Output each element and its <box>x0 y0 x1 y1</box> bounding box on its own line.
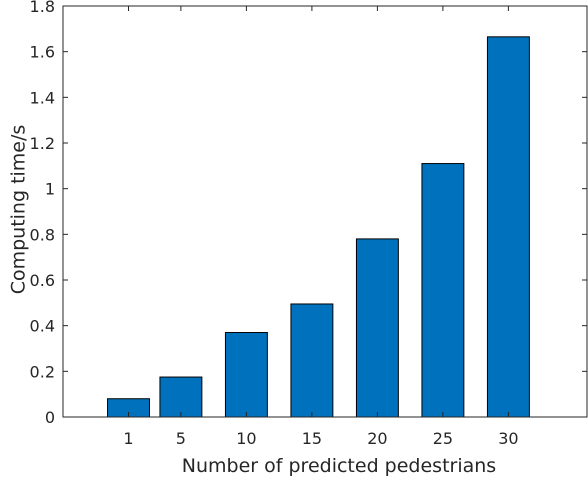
x-tick-label: 20 <box>367 429 387 448</box>
axes-group: 00.20.40.60.811.21.41.61.81 5 10 15 20 25 30 <box>30 0 588 448</box>
y-tick-label: 1.6 <box>30 43 55 62</box>
bar-5 <box>159 376 203 418</box>
bar-10 <box>224 332 268 418</box>
y-tick-label: 0.2 <box>30 362 55 381</box>
y-tick-label: 1.2 <box>30 134 55 153</box>
x-tick-label: 1 <box>123 429 133 448</box>
x-tick-label: 25 <box>433 429 453 448</box>
y-tick-label: 1.8 <box>30 0 55 16</box>
y-tick-label: 1 <box>45 180 55 199</box>
bars-group <box>107 36 530 418</box>
x-tick-label: 30 <box>498 429 518 448</box>
x-axis-title: Number of predicted pedestrians <box>182 455 496 477</box>
y-tick-label: 0 <box>45 408 55 427</box>
x-tick-label: 10 <box>236 429 256 448</box>
bar-15 <box>290 303 334 418</box>
y-tick-label: 1.4 <box>30 88 55 107</box>
bar-20 <box>355 238 399 418</box>
y-tick-label: 0.8 <box>30 225 55 244</box>
x-tick-label: 15 <box>302 429 322 448</box>
bar-25 <box>421 163 465 418</box>
y-axis-title: Computing time/s <box>8 125 30 295</box>
y-tick-label: 0.4 <box>30 317 55 336</box>
y-tick-label: 0.6 <box>30 271 55 290</box>
x-tick-label: 5 <box>176 429 186 448</box>
bar-30 <box>486 36 530 418</box>
plot-frame <box>62 5 588 418</box>
